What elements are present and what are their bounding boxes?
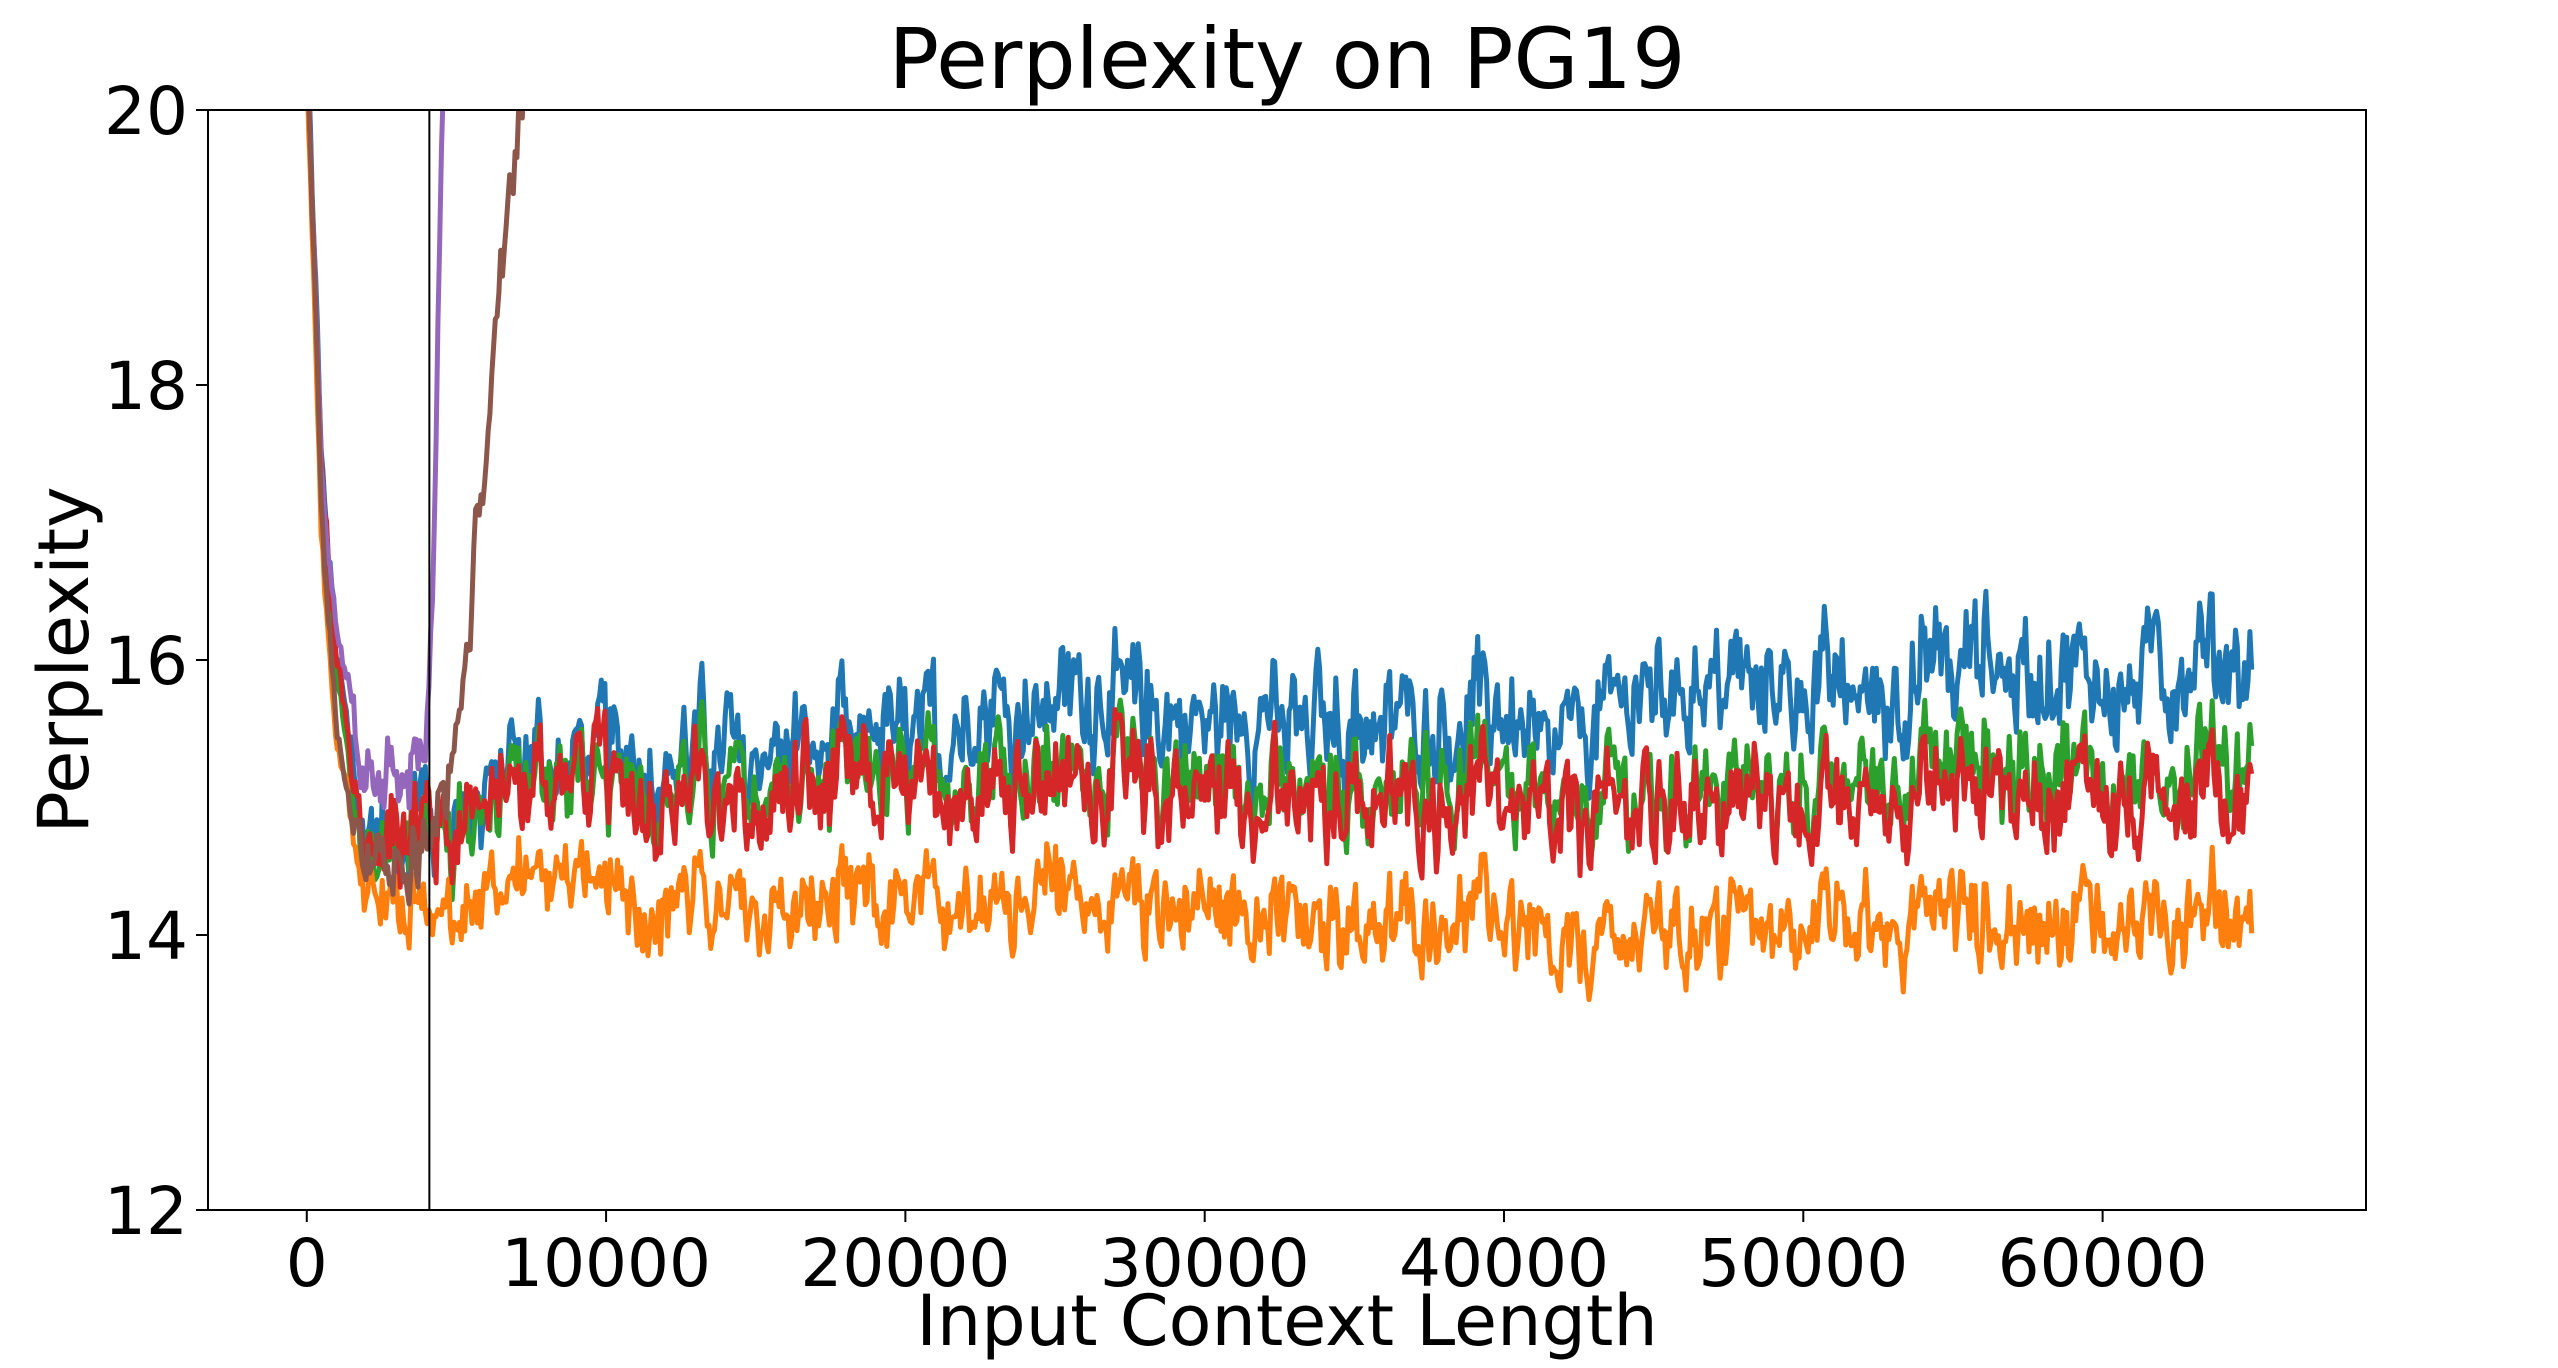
x-tick-label: 10000 [501,1225,711,1302]
x-tick-label: 40000 [1399,1225,1609,1302]
x-tick-label: 0 [286,1225,328,1302]
x-axis: 0 10000 20000 30000 40000 50000 60000 [286,1210,2208,1302]
y-axis: 12 14 16 18 20 [104,73,208,1250]
y-tick-label: 14 [104,898,188,975]
x-tick-label: 50000 [1698,1225,1908,1302]
series-line-blue [307,110,2255,891]
series-line-purple [306,110,446,811]
x-tick-label: 60000 [1998,1225,2208,1302]
y-tick-label: 20 [104,73,188,150]
y-axis-label: Perplexity [23,486,105,833]
y-tick-label: 16 [104,623,188,700]
series-line-red [306,110,2255,890]
series-line-orange [305,110,2255,1003]
series-layer [305,110,2255,1003]
x-tick-label: 20000 [800,1225,1010,1302]
series-line-brown [306,110,526,907]
y-tick-label: 18 [104,348,188,425]
y-tick-label: 12 [104,1173,188,1250]
series-line-green [306,110,2255,903]
x-axis-label: Input Context Length [916,1280,1657,1362]
chart-title: Perplexity on PG19 [888,10,1685,108]
x-tick-label: 30000 [1100,1225,1310,1302]
